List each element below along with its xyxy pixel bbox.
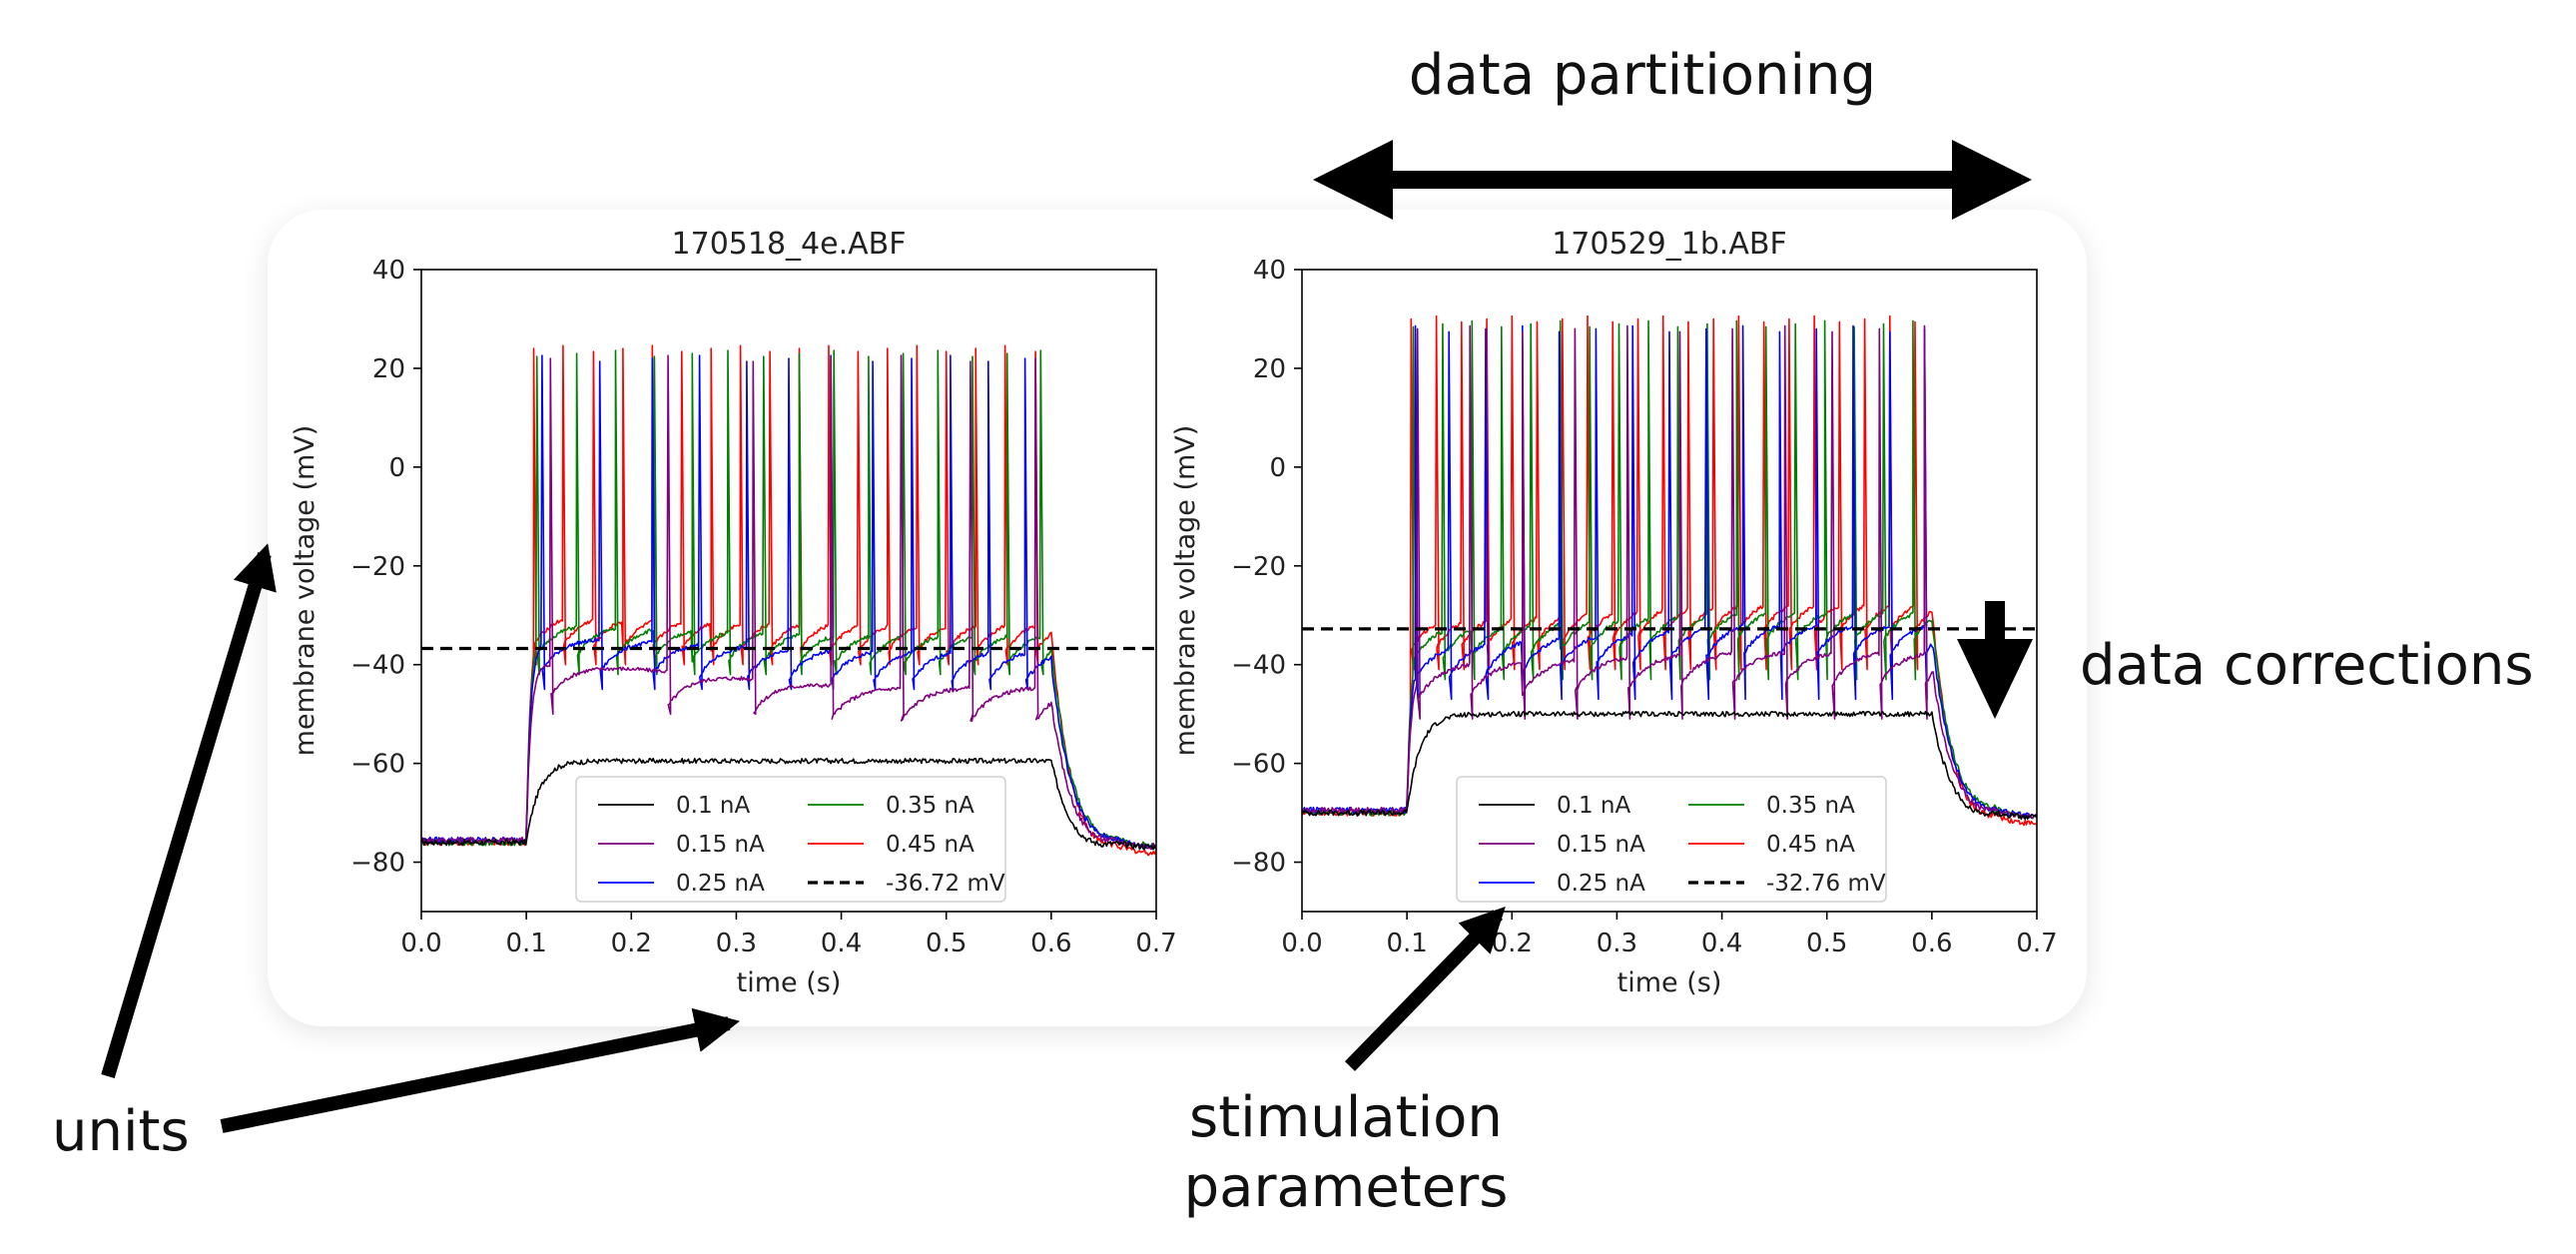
data-corrections-arrow bbox=[1957, 601, 2033, 719]
x-tick-label: 0.0 bbox=[1281, 929, 1322, 958]
x-axis-label: time (s) bbox=[737, 967, 842, 998]
y-tick-label: 20 bbox=[1253, 354, 1286, 384]
y-tick-label: −40 bbox=[350, 651, 405, 681]
legend-box bbox=[1456, 776, 1887, 903]
x-axis-label: time (s) bbox=[1617, 967, 1722, 998]
x-tick-label: 0.2 bbox=[1492, 929, 1533, 958]
plot-frame bbox=[420, 269, 1157, 913]
x-tick-label: 0.1 bbox=[1386, 929, 1427, 958]
y-axis-label: membrane voltage (mV) bbox=[290, 425, 321, 757]
x-tick-label: 0.2 bbox=[611, 929, 652, 958]
plot-frame bbox=[1301, 269, 2038, 913]
data-partitioning-arrow bbox=[1313, 140, 2032, 220]
y-tick-label: −60 bbox=[1231, 750, 1286, 780]
y-tick-label: −60 bbox=[350, 750, 405, 780]
annotation-parameters: parameters bbox=[1184, 1155, 1509, 1220]
annotation-stimulation: stimulation bbox=[1189, 1085, 1503, 1150]
x-tick-label: 0.3 bbox=[1597, 929, 1637, 958]
legend-label: -32.76 mV bbox=[1766, 871, 1886, 897]
chart-title: 170518_4e.ABF bbox=[672, 227, 907, 262]
chart-title: 170529_1b.ABF bbox=[1552, 227, 1787, 262]
y-tick-label: 40 bbox=[1253, 256, 1286, 286]
annotation-units: units bbox=[52, 1099, 190, 1164]
legend-label: 0.15 nA bbox=[676, 832, 765, 858]
legend-box bbox=[575, 776, 1006, 903]
trace-0-15-nA bbox=[420, 354, 1156, 851]
y-axis-label: membrane voltage (mV) bbox=[1170, 425, 1201, 757]
legend-label: 0.45 nA bbox=[1766, 832, 1855, 858]
y-tick-label: 0 bbox=[388, 453, 405, 483]
x-tick-label: 0.6 bbox=[1030, 929, 1071, 958]
x-tick-label: 0.5 bbox=[1806, 929, 1847, 958]
legend-label: -36.72 mV bbox=[886, 871, 1005, 897]
legend-label: 0.25 nA bbox=[1557, 871, 1645, 897]
legend-label: 0.35 nA bbox=[1766, 793, 1855, 819]
annotation-data-corrections: data corrections bbox=[2080, 633, 2534, 698]
y-tick-label: 40 bbox=[372, 256, 405, 286]
x-tick-label: 0.4 bbox=[1701, 929, 1742, 958]
trace-0-35-nA bbox=[420, 349, 1156, 850]
y-tick-label: −80 bbox=[350, 849, 405, 879]
trace-0-15-nA bbox=[1301, 324, 2038, 820]
y-tick-label: −80 bbox=[1231, 849, 1286, 879]
y-tick-label: −20 bbox=[350, 552, 405, 582]
plot-right: 0.0 0.1 0.2 0.3 0.4 0.5 0.6 0.7 40 20 0 −20 −40 −60 −8… bbox=[1170, 227, 2058, 998]
x-tick-label: 0.4 bbox=[821, 929, 862, 958]
y-tick-label: −40 bbox=[1231, 651, 1286, 681]
x-tick-label: 0.3 bbox=[716, 929, 757, 958]
trace-0-1-nA bbox=[420, 757, 1157, 851]
x-tick-label: 0.7 bbox=[1135, 929, 1176, 958]
legend-label: 0.15 nA bbox=[1557, 832, 1645, 858]
annotation-data-partitioning: data partitioning bbox=[1409, 43, 1876, 108]
legend-label: 0.1 nA bbox=[1557, 793, 1630, 819]
x-tick-label: 0.6 bbox=[1911, 929, 1952, 958]
x-tick-label: 0.1 bbox=[505, 929, 546, 958]
x-tick-label: 0.5 bbox=[926, 929, 966, 958]
legend-label: 0.35 nA bbox=[886, 793, 974, 819]
y-tick-label: −20 bbox=[1231, 552, 1286, 582]
legend-label: 0.1 nA bbox=[676, 793, 750, 819]
plot-left: 0.0 0.1 0.2 0.3 0.4 0.5 0.6 0.7 40 20 0 −20 −40 −60 −8… bbox=[290, 227, 1177, 998]
trace-0-1-nA bbox=[1301, 710, 2038, 821]
trace-0-25-nA bbox=[1301, 324, 2038, 819]
y-tick-label: 0 bbox=[1269, 453, 1286, 483]
units-arrows bbox=[101, 543, 740, 1133]
legend-label: 0.25 nA bbox=[676, 871, 765, 897]
trace-0-25-nA bbox=[420, 354, 1157, 850]
x-tick-label: 0.7 bbox=[2016, 929, 2057, 958]
legend-label: 0.45 nA bbox=[886, 832, 974, 858]
x-tick-label: 0.0 bbox=[400, 929, 441, 958]
stimulation-parameters-arrow bbox=[1344, 906, 1506, 1071]
y-tick-label: 20 bbox=[372, 354, 405, 384]
